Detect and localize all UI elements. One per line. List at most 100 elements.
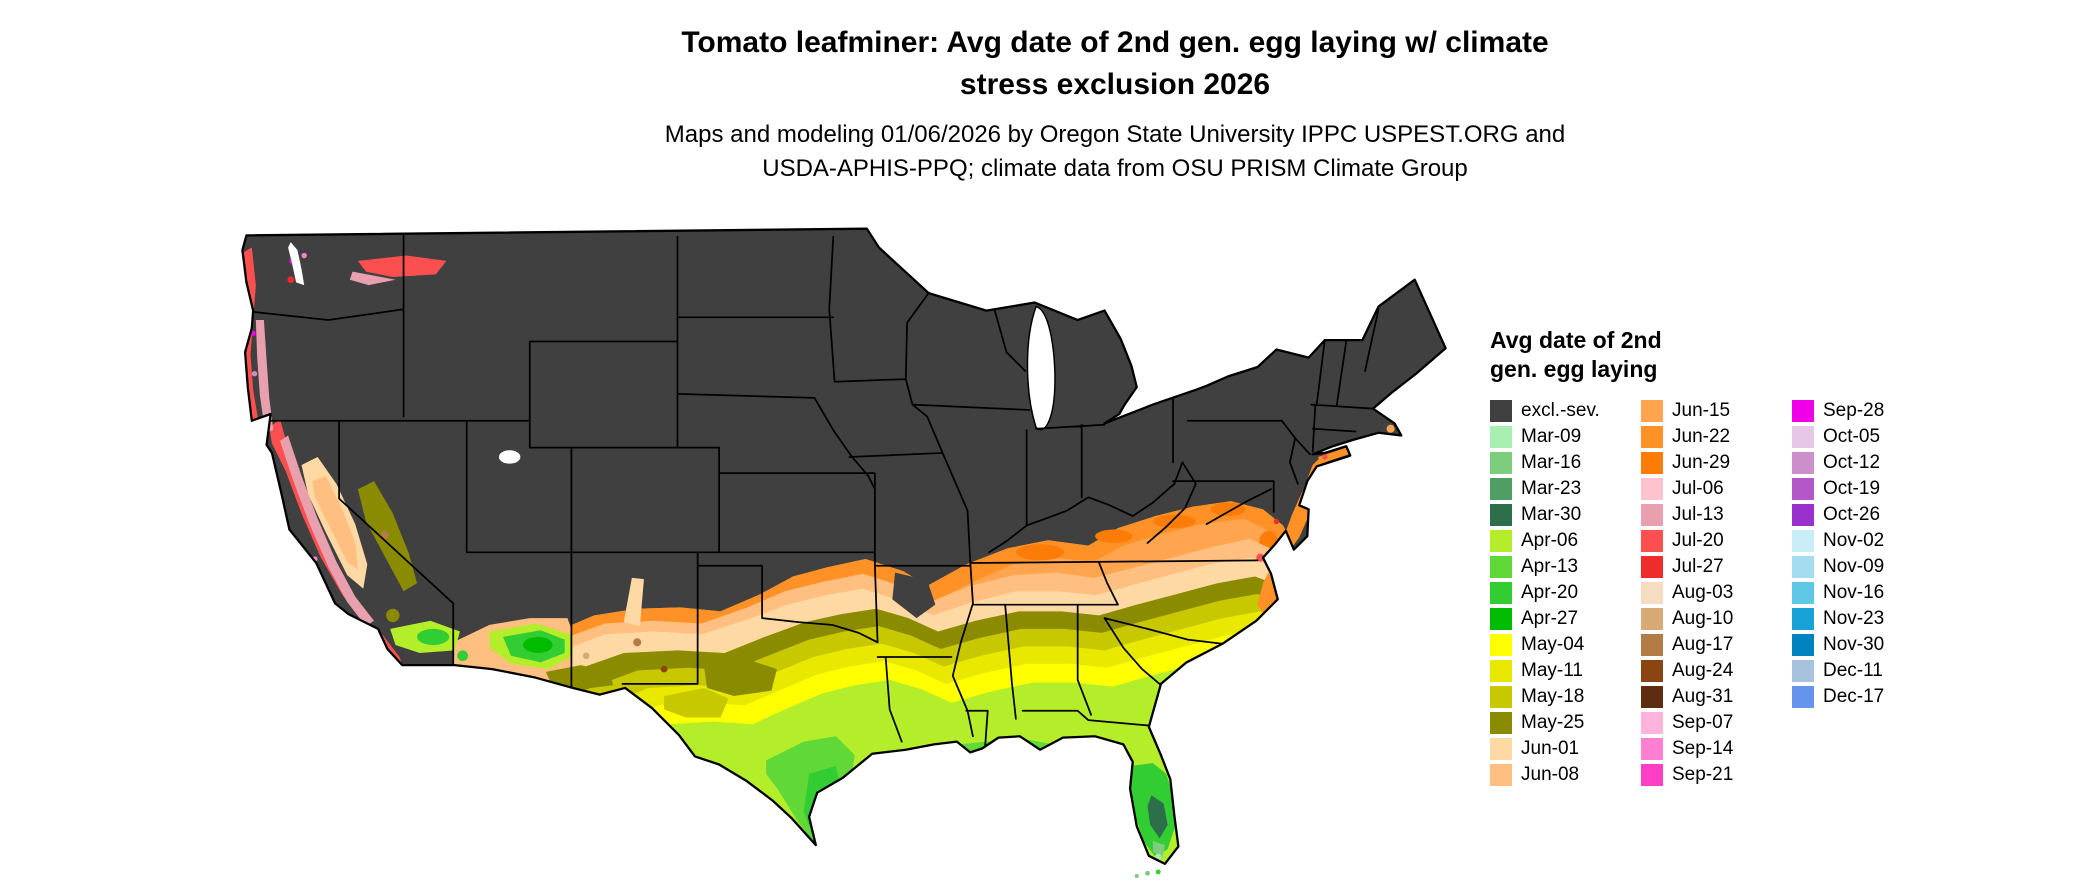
legend-label: Aug-31 [1672,686,1734,707]
legend-item: Oct-26 [1792,502,1943,528]
legend-item: Aug-24 [1641,658,1792,684]
legend-item: Aug-10 [1641,606,1792,632]
map-fill-layer [242,228,1446,864]
legend-swatch [1641,400,1663,422]
map-region [704,658,777,696]
map-region [582,652,590,660]
legend-label: Jun-01 [1521,738,1580,759]
legend-swatch [1792,582,1814,604]
legend-label: Nov-23 [1823,608,1885,629]
legend-swatch [1641,660,1663,682]
map-region [1273,518,1280,525]
legend-label: Mar-30 [1521,504,1582,525]
map-region [1322,454,1328,460]
legend-swatch [1490,426,1512,448]
legend-swatch [1490,478,1512,500]
legend-swatch [1792,426,1814,448]
legend-swatch [1641,478,1663,500]
map-region [287,276,295,284]
legend-item: Nov-02 [1792,528,1943,554]
legend-label: excl.-sev. [1521,400,1600,421]
legend-label: Nov-09 [1823,556,1885,577]
legend-item: Apr-06 [1490,528,1641,554]
legend-item: Mar-23 [1490,476,1641,502]
map-region [1095,529,1133,543]
legend-column: Jun-15 Jun-22 Jun-29 Jul-06 Jul-13 Jul-20 Jul-… [1641,398,1792,788]
page-title: Tomato leafminer: Avg date of 2nd gen. e… [300,22,1930,106]
legend-item: Jul-27 [1641,554,1792,580]
legend-swatch [1792,634,1814,656]
map-region [380,530,389,539]
legend-swatch [1641,634,1663,656]
legend-swatch [1490,530,1512,552]
map-region [523,636,553,654]
map-region [349,271,396,286]
legend-item: Apr-20 [1490,580,1641,606]
legend-item: Sep-21 [1641,762,1792,788]
map-region [416,628,450,645]
legend-item: Oct-12 [1792,450,1943,476]
legend-swatch [1490,452,1512,474]
legend-swatch [1490,712,1512,734]
legend-item: Jul-20 [1641,528,1792,554]
legend-swatch [1641,608,1663,630]
legend-label: May-04 [1521,634,1585,655]
legend-item: Jun-08 [1490,762,1641,788]
legend-swatch [1792,400,1814,422]
us-map [234,226,1450,884]
legend-label: Sep-21 [1672,764,1734,785]
map-region [457,650,469,662]
legend-item: Jun-01 [1490,736,1641,762]
legend-label: Oct-05 [1823,426,1881,447]
map-region [357,255,447,278]
legend-label: Apr-06 [1521,530,1579,551]
map-legend: Avg date of 2nd gen. egg laying excl.-se… [1490,326,1960,788]
map-region [301,252,307,259]
page-subtitle-line1: Maps and modeling 01/06/2026 by Oregon S… [664,121,1566,148]
map-region [892,572,936,619]
legend-label: Jun-08 [1521,764,1580,785]
legend-column: Sep-28 Oct-05 Oct-12 Oct-19 Oct-26 Nov-02 Nov-… [1792,398,1943,710]
legend-label: May-11 [1521,660,1583,681]
legend-item: Apr-13 [1490,554,1641,580]
legend-item: Jul-06 [1641,476,1792,502]
legend-label: Aug-03 [1672,582,1734,603]
map-region [545,665,614,690]
legend-title: Avg date of 2nd gen. egg laying [1490,326,1960,384]
legend-swatch [1490,608,1512,630]
map-region [633,638,642,647]
legend-label: Sep-07 [1672,712,1734,733]
legend-label: Aug-24 [1672,660,1734,681]
legend-swatch [1792,504,1814,526]
legend-swatch [1641,452,1663,474]
legend-item: Sep-07 [1641,710,1792,736]
legend-label: Mar-16 [1521,452,1582,473]
legend-item: May-04 [1490,632,1641,658]
legend-swatch [1490,764,1512,786]
legend-title-line2: gen. egg laying [1490,356,1658,382]
page-subtitle: Maps and modeling 01/06/2026 by Oregon S… [300,118,1930,186]
legend-swatch [1490,504,1512,526]
map-region [660,665,668,673]
us-map-svg [241,227,1447,878]
map-region [623,577,644,627]
legend-swatch [1641,738,1663,760]
legend-item: Dec-17 [1792,684,1943,710]
map-region [664,687,729,718]
page-title-line1: Tomato leafminer: Avg date of 2nd gen. e… [681,26,1549,59]
lake-michigan [1026,305,1056,431]
legend-item: excl.-sev. [1490,398,1641,424]
legend-label: Mar-23 [1521,478,1582,499]
map-region [242,228,1446,864]
legend-swatch [1490,582,1512,604]
legend-swatch [1641,712,1663,734]
legend-item: Apr-27 [1490,606,1641,632]
legend-item: Nov-23 [1792,606,1943,632]
legend-swatch [1641,504,1663,526]
legend-label: Dec-17 [1823,686,1885,707]
florida-keys [1155,869,1161,875]
legend-swatch [1641,582,1663,604]
legend-label: Sep-28 [1823,400,1885,421]
florida-keys [1134,873,1139,878]
legend-title-line1: Avg date of 2nd [1490,327,1662,353]
